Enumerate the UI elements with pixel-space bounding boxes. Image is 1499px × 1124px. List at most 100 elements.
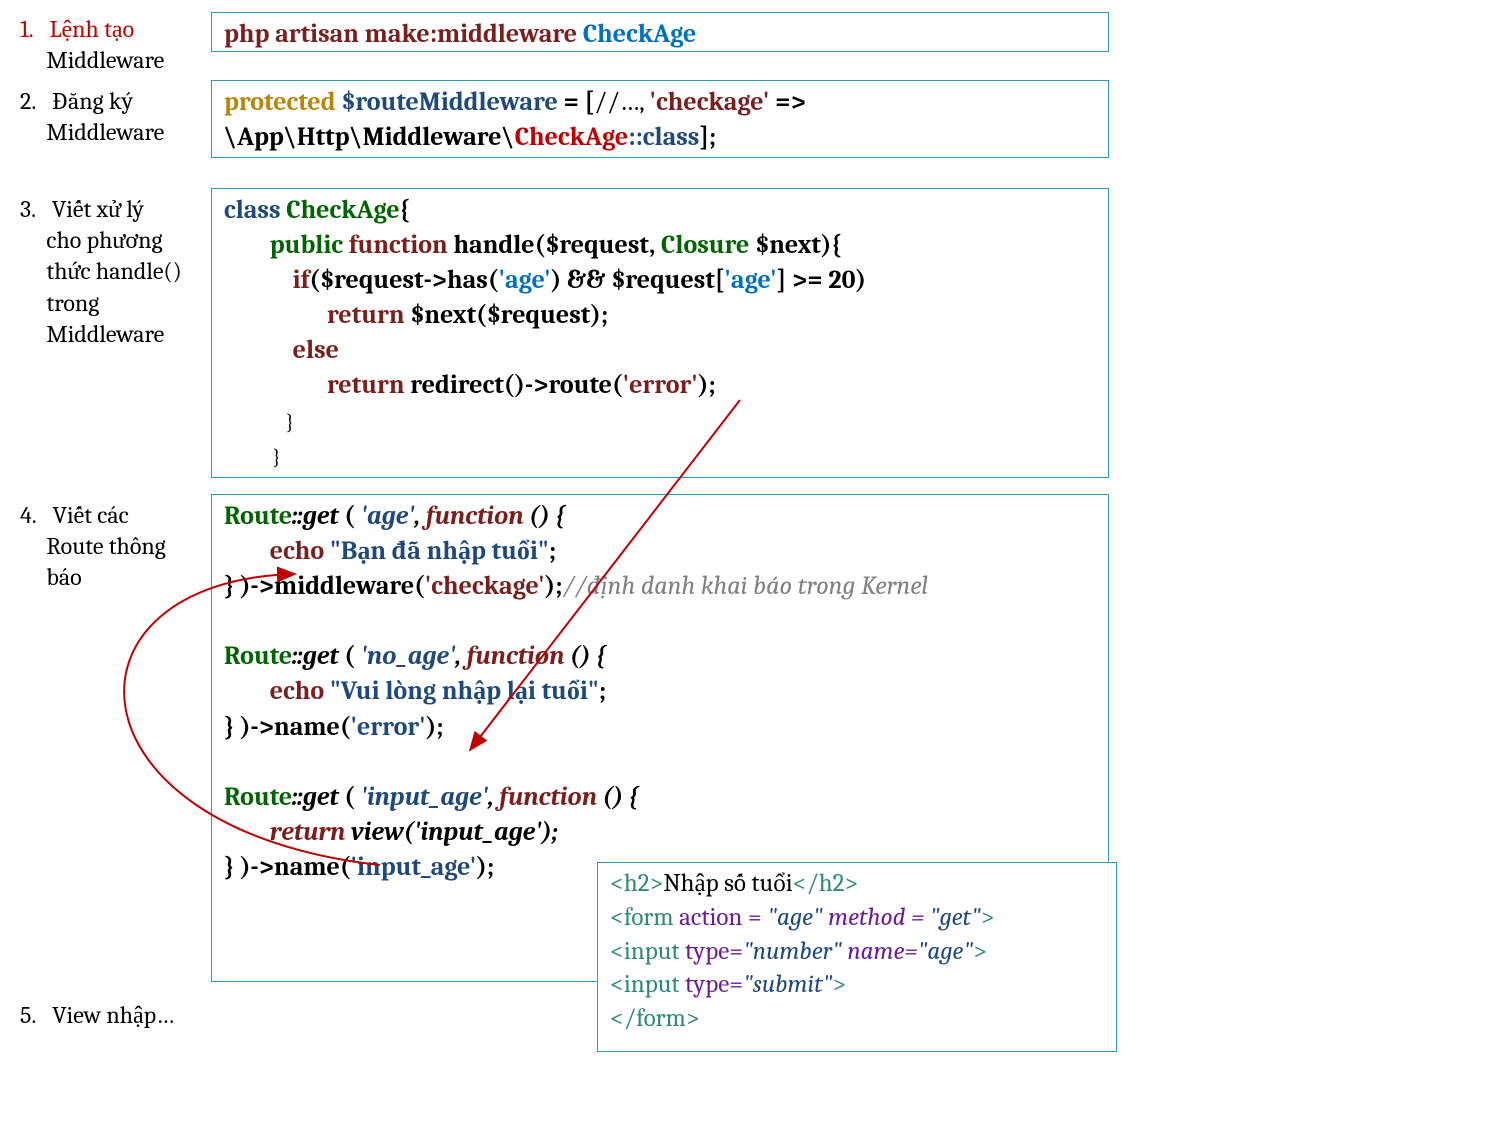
step4-label: 4. Viết các Route thông báo xyxy=(20,500,166,594)
io2: <input xyxy=(610,970,685,999)
kw-public: public xyxy=(270,230,349,260)
b-open: { xyxy=(400,195,410,225)
va2: "age" xyxy=(918,937,973,966)
end: ]; xyxy=(699,122,716,152)
io1: <input xyxy=(610,937,685,966)
r3-get: ::get xyxy=(292,782,344,812)
an: name= xyxy=(847,937,917,966)
vn: "number" xyxy=(743,937,847,966)
r2-echo: echo xyxy=(270,676,330,706)
vs: "submit" xyxy=(743,970,832,999)
q-error: 'error' xyxy=(623,370,698,400)
kw-return: return xyxy=(327,300,410,330)
r1-fn: function xyxy=(426,501,529,531)
r1-po: ( xyxy=(344,501,360,531)
r1-route: Route xyxy=(224,501,292,531)
r3-sig: () { xyxy=(603,782,639,812)
va: "age" xyxy=(767,903,828,932)
q-age2: 'age' xyxy=(724,265,776,295)
r3-ret: return xyxy=(270,817,351,847)
req: $request xyxy=(545,230,649,260)
cond-open: ( xyxy=(309,265,320,295)
bc1: } xyxy=(286,409,295,435)
comma: , xyxy=(649,230,661,260)
step3-title: Viết xử lý xyxy=(52,195,144,223)
box-view: <h2>Nhập số tuổi</h2> <form action = "ag… xyxy=(597,862,1117,1052)
r1-comma: , xyxy=(415,501,426,531)
step5-label: 5. View nhập… xyxy=(20,1000,174,1031)
kw-else: else xyxy=(293,335,339,365)
r3-close: } )->name( xyxy=(224,852,351,882)
next: $next xyxy=(755,230,821,260)
tc1: > xyxy=(981,903,995,932)
kw-function: function xyxy=(349,230,454,260)
r3-po: ( xyxy=(344,782,360,812)
h2t: Nhập số tuổi xyxy=(663,869,792,898)
box-handle: class CheckAge{ public function handle($… xyxy=(211,188,1109,478)
kw-class: class xyxy=(224,195,286,225)
step2-sub: Middleware xyxy=(46,118,164,146)
q-age: 'age' xyxy=(498,265,550,295)
redirect: redirect()->route( xyxy=(410,370,622,400)
and: ) && xyxy=(551,265,612,295)
gte: ] >= 20) xyxy=(777,265,866,295)
step4-title: Viết các xyxy=(53,501,129,529)
tc2: > xyxy=(973,937,987,966)
r1-get: ::get xyxy=(292,501,344,531)
step4-num: 4. xyxy=(20,501,37,529)
cp: ); xyxy=(698,370,716,400)
cls-checkage: CheckAge xyxy=(515,122,629,152)
bc2: } xyxy=(272,444,281,470)
r1-sig: () { xyxy=(529,501,565,531)
kw-return2: return xyxy=(327,370,410,400)
closure: Closure xyxy=(661,230,755,260)
step3-l5: Middleware xyxy=(46,320,164,348)
cmt-ell: //…, xyxy=(594,87,649,117)
step4-l3: báo xyxy=(46,563,81,591)
r1-close: } )->middleware( xyxy=(224,571,425,601)
h2c: </h2> xyxy=(793,869,859,898)
r2-sig: () { xyxy=(570,641,606,671)
cmd-text: php artisan make:middleware xyxy=(224,19,583,49)
call-next: $next($request); xyxy=(410,300,608,330)
req-idx: $request[ xyxy=(611,265,724,295)
step4-l2: Route thông xyxy=(46,532,165,560)
req-has: $request->has( xyxy=(320,265,499,295)
r2-route: Route xyxy=(224,641,292,671)
box-cmd-create: php artisan make:middleware CheckAge xyxy=(211,12,1109,52)
step2-title: Đăng ký xyxy=(52,87,133,115)
key-checkage: 'checkage' xyxy=(650,87,776,117)
box-register: protected $routeMiddleware = [//…, 'chec… xyxy=(211,80,1109,158)
step3-label: 3. Viết xử lý cho phương thức handle() t… xyxy=(20,194,182,350)
r3-comma: , xyxy=(488,782,499,812)
r1-age: 'age' xyxy=(361,501,415,531)
r2-err: 'error' xyxy=(351,712,426,742)
r2-semi: ; xyxy=(599,676,606,706)
h2o: <h2> xyxy=(610,869,663,898)
tc3: > xyxy=(832,970,846,999)
fc: </form> xyxy=(610,1004,700,1033)
var-rm: $routeMiddleware xyxy=(341,87,558,117)
step1-label: 1. Lệnh tạo Middleware xyxy=(20,14,164,76)
r3-cs: ); xyxy=(476,852,494,882)
fo: <form xyxy=(610,903,679,932)
cls-name: CheckAge xyxy=(286,195,400,225)
r2-noage: 'no_age' xyxy=(361,641,456,671)
kw-protected: protected xyxy=(224,87,341,117)
step1-sub: Middleware xyxy=(46,46,164,74)
step1-title: Lệnh tạo xyxy=(49,15,134,43)
arrow: => xyxy=(775,87,806,117)
am: method = xyxy=(828,903,930,932)
step5-title: View nhập… xyxy=(52,1001,174,1029)
r2-str: "Vui lòng nhập lại tuổi" xyxy=(330,676,599,706)
scope: ::class xyxy=(628,122,699,152)
r1-chk: 'checkage' xyxy=(425,571,545,601)
sig-close: ){ xyxy=(821,230,842,260)
step2-label: 2. Đăng ký Middleware xyxy=(20,86,164,148)
r3-route: Route xyxy=(224,782,292,812)
aa: action = xyxy=(679,903,767,932)
r1-echo: echo xyxy=(270,536,330,566)
r1-str: "Bạn đã nhập tuổi" xyxy=(330,536,549,566)
r2-close: } )->name( xyxy=(224,712,351,742)
r2-get: ::get xyxy=(292,641,344,671)
